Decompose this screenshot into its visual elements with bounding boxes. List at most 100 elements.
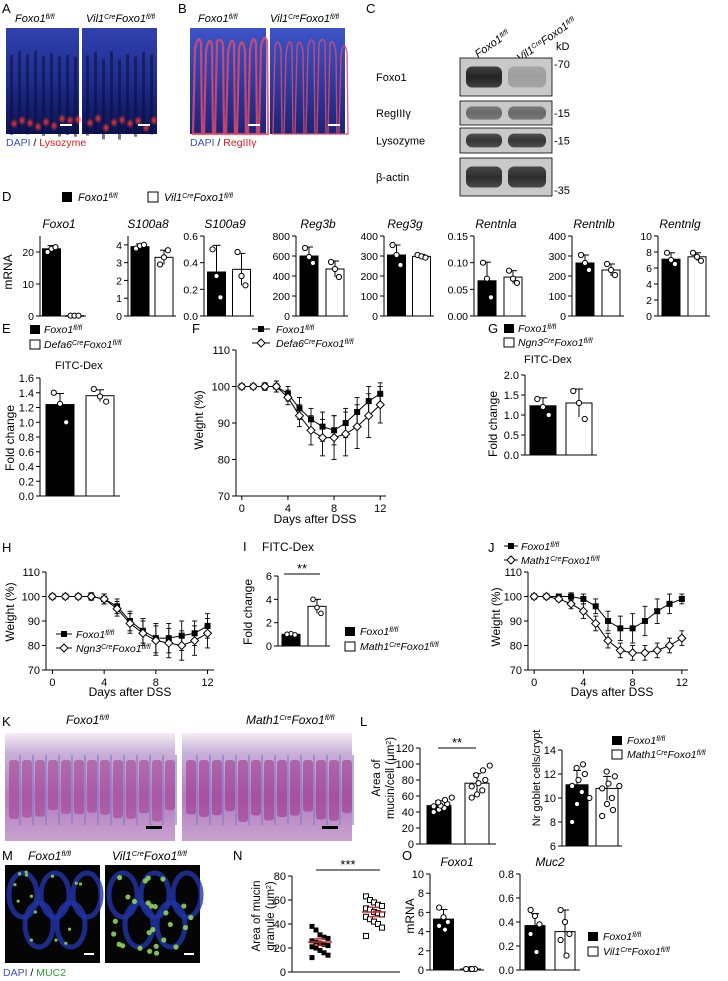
muc2-granule	[163, 910, 169, 916]
data-point	[482, 776, 489, 784]
y-tick-label: 0.8	[19, 432, 34, 444]
lysozyme-signal	[58, 113, 66, 124]
data-point	[534, 395, 541, 403]
x-tick-label: 12	[676, 677, 688, 689]
y-tick-label: 60	[274, 895, 286, 907]
panel-letter-d: D	[2, 189, 11, 204]
legend-label: Vil1CreFoxo1fl/fl	[164, 192, 233, 204]
x-axis-label: Days after DSS	[89, 685, 172, 699]
crypt-lumen	[10, 54, 13, 135]
data-point	[557, 906, 564, 914]
legend-marker	[256, 338, 266, 348]
bar	[412, 255, 431, 317]
blot-mw-marker: -15	[554, 108, 570, 120]
panel-letter-m: M	[2, 848, 13, 863]
legend-label: Foxo1fl/fl	[518, 323, 557, 335]
muc2-granule	[74, 881, 78, 885]
y-tick-label: 90	[28, 616, 40, 628]
chart-G: 0.0 0.5 1.0 1.5 2.0	[504, 370, 597, 462]
data-point	[209, 246, 216, 253]
data-point	[573, 764, 580, 772]
chart-D-Rentnlb: 0 100 200 300 400 Rentnlb	[548, 217, 624, 323]
data-point	[652, 645, 662, 656]
data-point	[557, 936, 564, 944]
data-point	[389, 241, 396, 249]
data-point	[335, 273, 343, 281]
legend-label: Foxo1fl/fl	[44, 324, 83, 336]
muc2-granule	[24, 873, 29, 877]
data-point	[578, 606, 589, 616]
scale-bar	[328, 124, 340, 126]
panel-letter-k: K	[2, 714, 11, 729]
data-point	[430, 808, 437, 816]
data-point	[473, 772, 480, 779]
scale-bar	[60, 124, 72, 126]
data-point	[363, 410, 374, 421]
legend-label: Ngn3CreFoxo1fl/fl	[76, 643, 151, 655]
panel-letter-a: A	[2, 1, 11, 16]
y-tick-label: 100	[548, 291, 566, 303]
lysozyme-signal	[26, 118, 34, 129]
muc2-granule	[29, 938, 33, 942]
panel-letter-h: H	[2, 540, 11, 555]
chart-title: FITC-Dex	[55, 360, 103, 372]
chart-D-S100a8: 0 1 2 3 4 S100a8	[116, 217, 176, 323]
y-tick-label: 300	[548, 251, 566, 263]
panel-letter-o: O	[402, 848, 412, 863]
crypt-border	[222, 755, 224, 825]
data-point	[664, 640, 675, 651]
bar	[687, 256, 707, 317]
chart-O-Foxo1: 0 2 4 6 8 10 Foxo1	[412, 855, 484, 977]
villus-outline	[272, 41, 283, 135]
data-point	[608, 794, 615, 802]
chart-D-S100a9: 0.0 0.2 0.4 0.6 S100a9	[183, 217, 254, 323]
data-point	[435, 799, 442, 806]
goblet-cell	[212, 760, 222, 816]
y-tick-label: 1.0	[504, 410, 519, 422]
y-tick-label: 100	[396, 759, 414, 771]
data-point	[321, 934, 327, 940]
y-tick-label: 100	[360, 291, 378, 303]
villus-outline	[294, 41, 305, 135]
chart-title: FITC-Dex	[262, 540, 314, 554]
y-tick-label: 0.0	[183, 311, 198, 323]
data-point	[164, 247, 172, 254]
legend-marker	[59, 643, 69, 653]
bar	[45, 404, 75, 497]
muc2-granule	[13, 883, 17, 887]
y-tick-label: 110	[22, 567, 40, 579]
dapi-ring	[138, 870, 172, 920]
crypt-border	[71, 755, 73, 825]
data-point	[599, 785, 606, 792]
y-axis-label: Nr goblet cells/crypt	[531, 730, 543, 827]
chart-title: Foxo1	[440, 855, 473, 869]
muc2-granule	[150, 927, 156, 933]
villus-outline	[338, 44, 349, 135]
chart-J: 70 80 90 100 110 0 4 8 12	[504, 567, 688, 689]
data-point	[536, 921, 543, 928]
data-point	[96, 393, 104, 400]
data-point	[310, 596, 316, 603]
blot-col-2-label: Vil1CreFoxo1fl/fl	[515, 15, 579, 65]
bar	[130, 246, 150, 317]
lysozyme-signal	[126, 118, 134, 129]
dapi-ring	[6, 870, 40, 920]
y-tick-label: 4	[418, 927, 424, 939]
crypt-lumen	[86, 55, 89, 136]
data-point	[430, 803, 437, 810]
data-point	[581, 770, 588, 778]
legend-label: Ngn3CreFoxo1fl/fl	[518, 337, 593, 349]
panel-d: D Foxo1fl/fl Vil1CreFoxo1fl/fl mRNA	[1, 189, 233, 290]
data-point	[90, 385, 97, 393]
x-axis-label: Days after DSS	[571, 685, 654, 699]
villus-outline	[213, 38, 226, 136]
data-point	[463, 965, 470, 973]
muc2-granule	[131, 898, 138, 905]
legend-label: Foxo1fl/fl	[603, 931, 642, 943]
muc2-granule	[125, 894, 131, 900]
crypt-lumen	[94, 51, 97, 132]
data-point	[444, 918, 451, 926]
data-point	[554, 594, 564, 604]
data-point	[603, 800, 611, 808]
data-point	[473, 791, 481, 798]
